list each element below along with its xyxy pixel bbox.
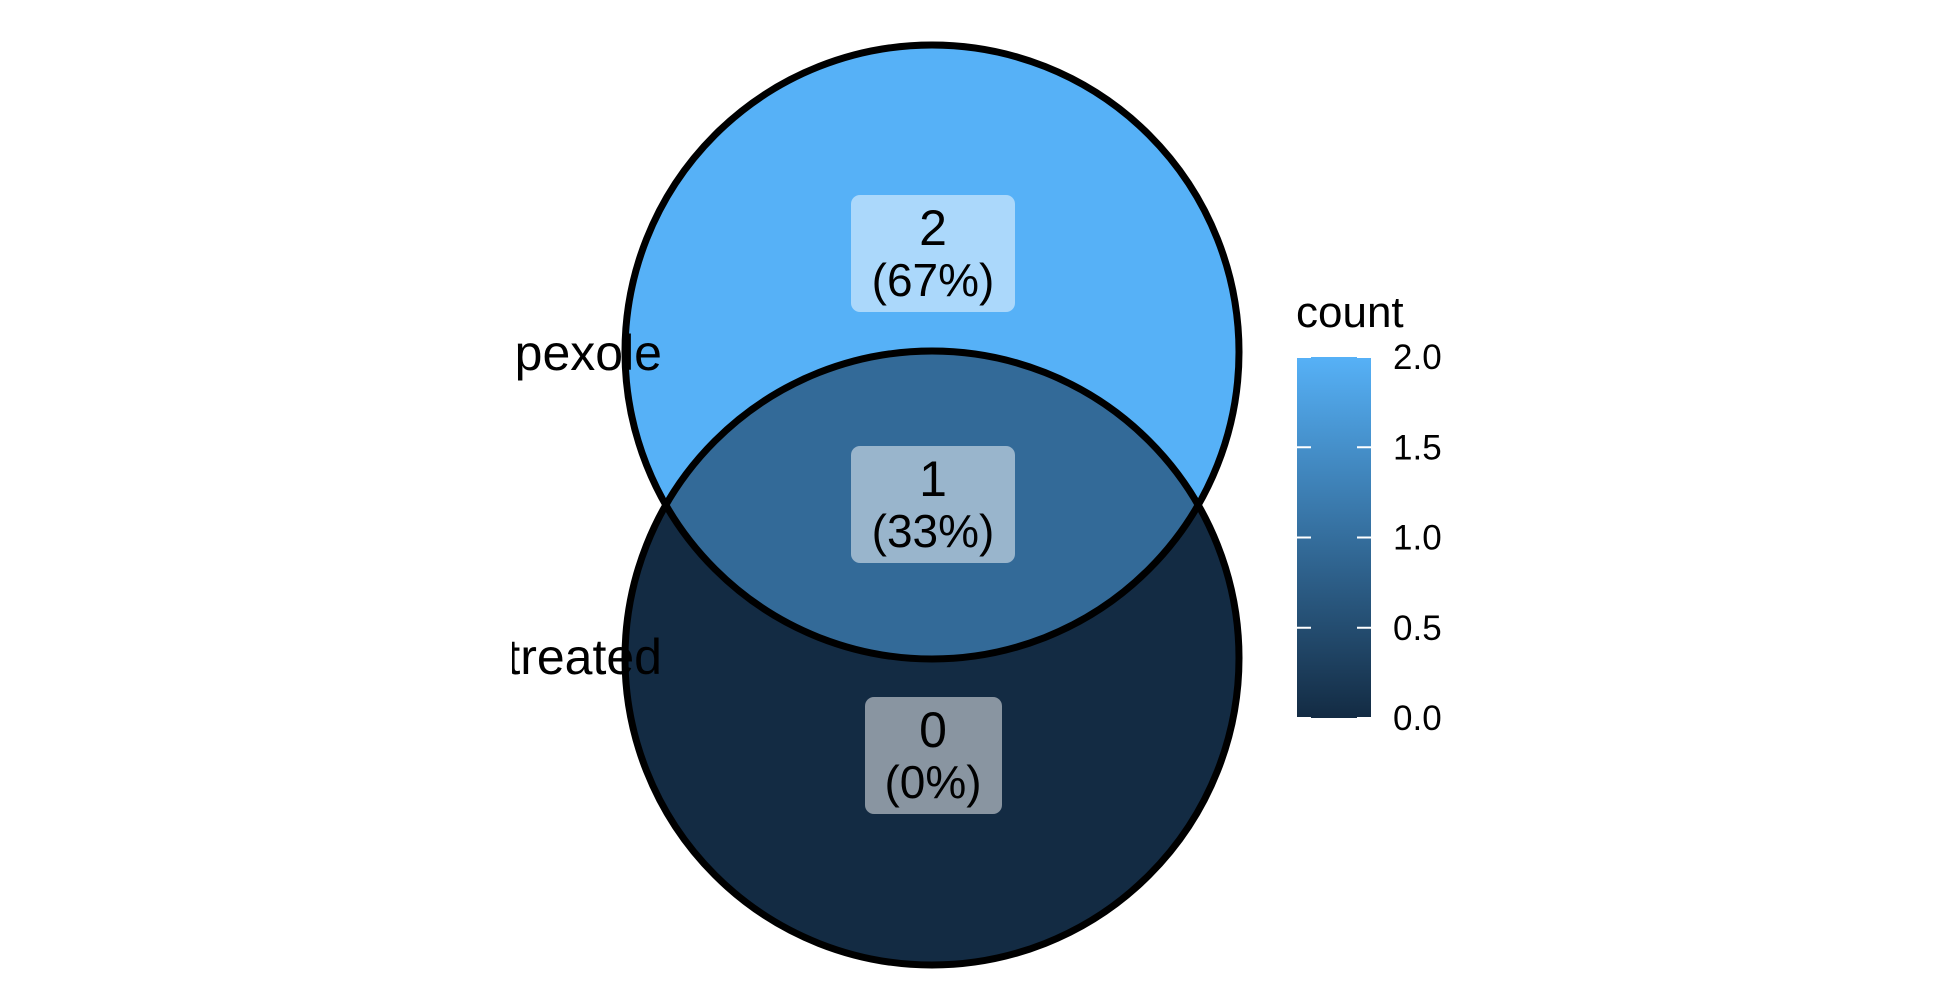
region-label-treated-only: 0 (0%) [865,697,1002,814]
legend-ticks: 2.0 1.5 1.0 0.5 0.0 [1297,338,1442,738]
region-label-box [851,446,1015,563]
region-percent: (67%) [872,254,995,306]
legend-tick-label: 0.5 [1393,609,1442,648]
region-percent: (0%) [884,756,981,808]
set-outline-nipexole [621,41,1243,663]
region-label-both: 1 (33%) [851,446,1015,563]
region-percent: (33%) [872,505,995,557]
region-label-nipexole-only: 2 (67%) [851,195,1015,312]
set-label-treated: treated [506,629,662,685]
count-legend: count 2.0 1.5 1.0 0.5 0.0 [1296,288,1442,738]
set-outline-treated [621,347,1243,969]
legend-tick-label: 2.0 [1393,338,1442,377]
region-count: 1 [919,451,947,507]
legend-title: count [1296,288,1404,337]
set-label-nipexole: nipexole [476,325,662,381]
legend-tick-label: 1.5 [1393,428,1442,467]
region-label-box [851,195,1015,312]
legend-tick-label: 1.0 [1393,519,1442,558]
region-label-box [865,697,1002,814]
region-count: 0 [919,702,947,758]
region-count: 2 [919,200,947,256]
legend-tick-label: 0.0 [1393,699,1442,738]
